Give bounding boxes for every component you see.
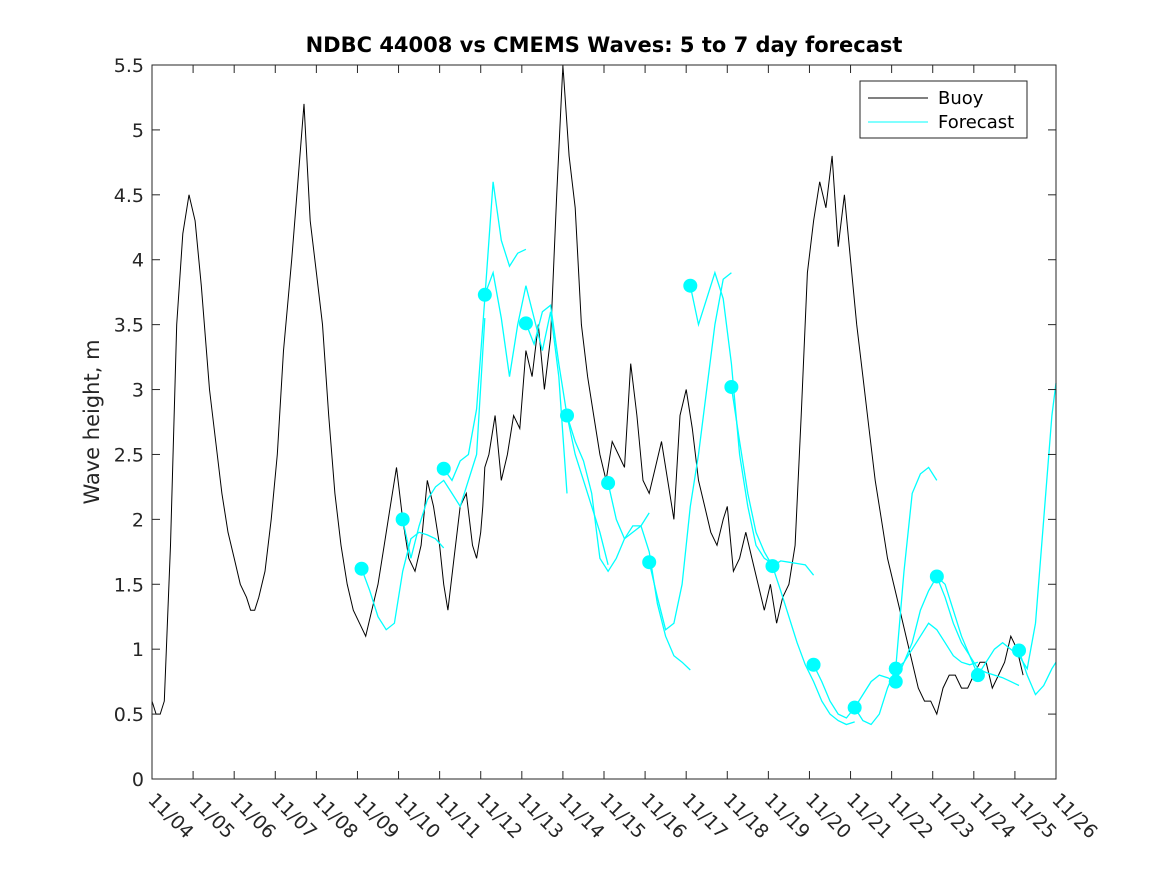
forecast-marker bbox=[354, 561, 369, 576]
forecast-marker bbox=[806, 657, 821, 672]
x-tick-label: 11/10 bbox=[390, 789, 444, 843]
plot-area bbox=[152, 65, 1056, 779]
y-tick-label: 3 bbox=[132, 380, 144, 402]
y-axis-label: Wave height, m bbox=[80, 339, 104, 504]
chart-title: NDBC 44008 vs CMEMS Waves: 5 to 7 day fo… bbox=[306, 33, 903, 57]
forecast-series-line bbox=[648, 272, 732, 631]
x-tick-label: 11/15 bbox=[595, 789, 649, 843]
y-tick-label: 0.5 bbox=[114, 704, 144, 726]
y-tick-label: 1 bbox=[132, 639, 144, 661]
y-tick-label: 5.5 bbox=[114, 55, 144, 77]
forecast-marker bbox=[560, 408, 575, 423]
y-tick-label: 5 bbox=[132, 120, 144, 142]
forecast-marker bbox=[436, 461, 451, 476]
forecast-marker bbox=[683, 278, 698, 293]
legend-forecast-label: Forecast bbox=[938, 112, 1014, 133]
x-tick-label: 11/12 bbox=[472, 789, 526, 843]
legend: Buoy Forecast bbox=[859, 80, 1028, 139]
forecast-marker bbox=[970, 668, 985, 683]
buoy-series-line bbox=[151, 64, 1024, 716]
x-tick-label: 11/04 bbox=[143, 789, 197, 843]
forecast-marker bbox=[1012, 643, 1027, 658]
forecast-series-line bbox=[689, 270, 773, 565]
forecast-marker bbox=[765, 559, 780, 574]
x-tick-label: 11/07 bbox=[267, 789, 321, 843]
forecast-marker bbox=[888, 674, 903, 689]
y-tick-label: 4.5 bbox=[114, 185, 144, 207]
forecast-marker bbox=[642, 555, 657, 570]
forecast-series-line bbox=[402, 318, 486, 559]
x-tick-label: 11/16 bbox=[637, 789, 691, 843]
legend-box bbox=[859, 80, 1028, 139]
x-tick-label: 11/08 bbox=[308, 789, 362, 843]
forecast-series-line bbox=[607, 482, 691, 671]
forecast-series-line bbox=[566, 415, 650, 573]
x-tick-label: 11/25 bbox=[1006, 789, 1060, 843]
forecast-series-line bbox=[1018, 650, 1057, 696]
x-tick-label: 11/26 bbox=[1047, 789, 1101, 843]
forecast-marker bbox=[477, 287, 492, 302]
forecast-marker bbox=[395, 512, 410, 527]
forecast-marker bbox=[888, 661, 903, 676]
forecast-series-line bbox=[771, 565, 855, 726]
x-tick-label: 11/11 bbox=[431, 789, 485, 843]
x-tick-label: 11/09 bbox=[349, 789, 403, 843]
forecast-marker bbox=[518, 316, 533, 331]
y-tick-label: 2 bbox=[132, 509, 144, 531]
x-tick-label: 11/17 bbox=[678, 789, 732, 843]
x-tick-label: 11/18 bbox=[719, 789, 773, 843]
y-tick-label: 0 bbox=[132, 769, 144, 791]
x-tick-label: 11/24 bbox=[965, 789, 1019, 843]
legend-buoy-label: Buoy bbox=[938, 88, 984, 109]
x-tick-label: 11/19 bbox=[760, 789, 814, 843]
x-tick-label: 11/22 bbox=[883, 789, 937, 843]
forecast-marker bbox=[601, 476, 616, 491]
forecast-marker bbox=[847, 700, 862, 715]
y-tick-label: 3.5 bbox=[114, 315, 144, 337]
y-tick-label: 2.5 bbox=[114, 444, 144, 466]
forecast-series-line bbox=[484, 270, 568, 494]
forecast-series-line bbox=[895, 622, 979, 670]
forecast-series-line bbox=[360, 531, 445, 631]
forecast-marker bbox=[724, 379, 739, 394]
y-tick-label: 4 bbox=[132, 250, 144, 272]
x-tick-label: 11/05 bbox=[185, 789, 239, 843]
x-tick-label: 11/21 bbox=[842, 789, 896, 843]
y-tick-label: 1.5 bbox=[114, 574, 144, 596]
x-tick-label: 11/06 bbox=[226, 789, 280, 843]
x-tick-label: 11/13 bbox=[513, 789, 567, 843]
x-tick-label: 11/23 bbox=[924, 789, 978, 843]
forecast-marker bbox=[929, 569, 944, 584]
x-tick-label: 11/14 bbox=[554, 789, 608, 843]
x-tick-label: 11/20 bbox=[801, 789, 855, 843]
